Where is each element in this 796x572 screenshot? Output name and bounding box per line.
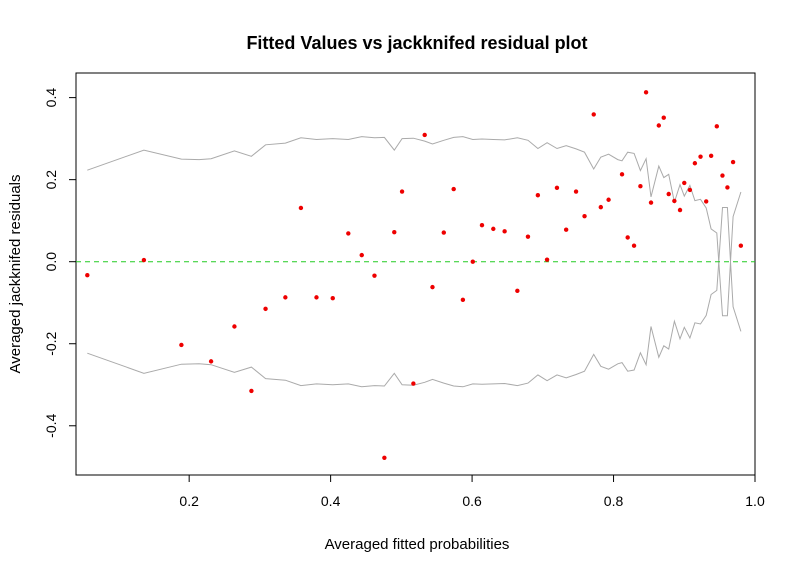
upper-envelope-line — [87, 136, 742, 317]
data-point — [263, 306, 268, 312]
data-point — [451, 186, 456, 192]
data-point — [298, 205, 304, 211]
data-point — [346, 231, 351, 236]
x-tick-label: 0.8 — [604, 493, 624, 509]
data-point — [563, 227, 569, 232]
x-tick-label: 1.0 — [745, 493, 765, 509]
y-tick-label: -0.4 — [43, 414, 59, 438]
data-point — [582, 213, 587, 219]
x-axis: 0.2 0.4 0.6 0.8 1.0 — [179, 475, 765, 509]
data-point — [314, 295, 319, 300]
data-point — [738, 243, 744, 248]
data-point — [643, 90, 649, 95]
data-point — [698, 154, 703, 159]
data-point — [672, 198, 677, 204]
data-point — [591, 112, 596, 117]
data-point — [179, 342, 184, 348]
data-point — [725, 185, 730, 190]
data-point — [399, 189, 405, 194]
y-tick-label: -0.2 — [43, 331, 59, 355]
data-point — [422, 132, 427, 138]
data-point — [638, 184, 643, 189]
plot-frame — [75, 72, 756, 476]
data-point — [470, 259, 475, 264]
data-point — [573, 189, 579, 194]
data-point — [677, 207, 683, 213]
chart-title: Fitted Values vs jackknifed residual plo… — [246, 33, 587, 53]
data-point — [491, 226, 496, 232]
y-tick-label: 0.0 — [43, 252, 59, 272]
data-point — [460, 297, 466, 303]
plot-area — [75, 72, 756, 476]
x-axis-label: Averaged fitted probabilities — [325, 536, 510, 553]
data-point — [648, 200, 654, 205]
data-point — [232, 324, 237, 329]
data-point — [631, 243, 637, 248]
data-point — [714, 124, 720, 129]
data-point — [430, 284, 435, 290]
x-tick-label: 0.4 — [321, 493, 341, 509]
data-point — [502, 229, 507, 234]
y-tick-label: 0.2 — [43, 170, 59, 190]
data-point — [535, 193, 541, 198]
data-point — [411, 381, 416, 386]
data-point — [687, 187, 693, 193]
data-point — [692, 161, 698, 166]
y-axis-label: Averaged jackknifed residuals — [7, 174, 24, 373]
data-point — [682, 180, 687, 186]
data-point — [525, 234, 531, 239]
data-point — [554, 185, 560, 191]
y-axis: -0.4 -0.2 0.0 0.2 0.4 — [43, 88, 76, 438]
data-point — [606, 197, 611, 202]
data-point — [730, 159, 736, 165]
x-tick-label: 0.2 — [179, 493, 199, 509]
data-point — [656, 123, 662, 128]
data-point — [703, 199, 709, 204]
data-point — [359, 252, 364, 258]
data-point — [208, 359, 214, 364]
y-tick-label: 0.4 — [43, 88, 59, 108]
data-point — [625, 235, 630, 240]
data-point — [708, 153, 714, 159]
data-point — [141, 257, 147, 263]
data-point — [720, 173, 725, 178]
data-point — [249, 388, 254, 394]
data-point — [666, 191, 671, 197]
data-point — [85, 273, 90, 278]
data-point — [661, 115, 666, 120]
data-point — [619, 172, 625, 177]
data-point — [392, 229, 397, 235]
x-tick-label: 0.6 — [462, 493, 482, 509]
data-point — [598, 204, 604, 210]
data-point — [441, 230, 446, 235]
data-point — [372, 273, 377, 278]
data-point — [283, 295, 288, 300]
data-point — [544, 257, 550, 262]
data-point — [382, 455, 387, 460]
data-point — [330, 296, 335, 301]
lower-envelope-line — [87, 207, 742, 388]
data-point — [515, 288, 520, 294]
data-point — [479, 222, 485, 228]
